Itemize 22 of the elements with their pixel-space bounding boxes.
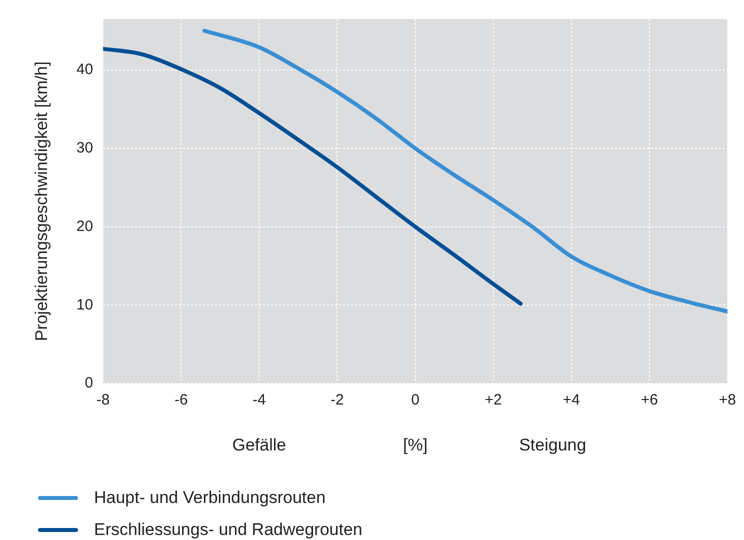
x-tick-label: -2 (330, 392, 344, 409)
y-axis-title: Projektierungsgeschwindigkeit [km/h] (32, 61, 51, 342)
text: Gefälle (232, 435, 286, 454)
x-tick-label: -8 (96, 392, 110, 409)
x-axis-title: [%] (402, 435, 428, 454)
legend-label: Haupt- und Verbindungsrouten (94, 488, 326, 508)
x-tick-label: +8 (718, 392, 736, 409)
line-series (103, 46, 523, 306)
x-tick-label: -6 (174, 392, 188, 409)
line-series (202, 28, 728, 314)
text: Steigung (519, 435, 586, 454)
x-tick-label: -4 (252, 392, 266, 409)
x-tick-label: +4 (562, 392, 580, 409)
y-tick-label: 40 (76, 61, 94, 78)
x-tick-label: +2 (484, 392, 502, 409)
y-tick-label: 20 (76, 218, 94, 235)
y-tick-label: 30 (76, 140, 94, 157)
y-tick-label: 0 (84, 374, 94, 392)
legend-label: Erschliessungs- und Radwegrouten (94, 520, 362, 540)
x-tick-label: +6 (640, 392, 658, 409)
y-tick-label: 10 (76, 296, 94, 314)
x-tick-label: 0 (411, 392, 420, 409)
